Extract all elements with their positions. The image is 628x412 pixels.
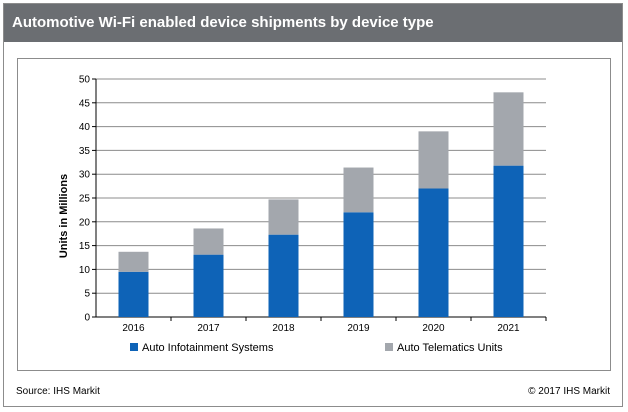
- axis-labels: Units in Millions 0 5 10 15 20 25 30 35 40 45 50 20…: [58, 75, 520, 335]
- y-tick-label: 5: [84, 289, 90, 300]
- copyright-note: © 2017 IHS Markit: [528, 386, 610, 397]
- y-tick-label: 20: [79, 217, 91, 228]
- y-axis-label: Units in Millions: [58, 174, 70, 258]
- bar-telematics-2017: [193, 228, 224, 255]
- y-tick-label: 40: [79, 122, 91, 133]
- y-tick-label: 30: [79, 170, 91, 181]
- chart-frame: Automotive Wi-Fi enabled device shipment…: [3, 3, 623, 407]
- legend-swatch-infotainment: [130, 343, 138, 351]
- x-tick-label: 2020: [422, 323, 445, 334]
- stacked-bar-chart: Units in Millions 0 5 10 15 20 25 30 35 40 45 50 20…: [58, 75, 547, 354]
- chart-title-bar: Automotive Wi-Fi enabled device shipment…: [4, 4, 622, 42]
- x-tick-label: 2021: [497, 323, 520, 334]
- bar-infotainment-2021: [493, 165, 524, 317]
- legend-label-telematics: Auto Telematics Units: [397, 342, 503, 354]
- bar-infotainment-2018: [268, 234, 299, 317]
- x-tick-label: 2018: [272, 323, 295, 334]
- bar-infotainment-2017: [193, 254, 224, 317]
- y-tick-label: 35: [79, 146, 91, 157]
- y-tick-label: 50: [79, 75, 91, 86]
- gridlines: [96, 78, 546, 318]
- bars: [118, 92, 524, 317]
- y-tick-label: 0: [84, 313, 90, 324]
- bar-infotainment-2016: [118, 271, 149, 317]
- x-tick-label: 2017: [197, 323, 220, 334]
- bar-infotainment-2019: [343, 212, 374, 317]
- x-tick-label: 2016: [122, 323, 145, 334]
- y-tick-label: 45: [79, 98, 91, 109]
- bar-telematics-2020: [418, 131, 449, 189]
- legend-label-infotainment: Auto Infotainment Systems: [142, 342, 274, 354]
- y-tick-label: 25: [79, 194, 91, 205]
- source-note: Source: IHS Markit: [16, 386, 100, 397]
- x-tick-label: 2019: [347, 323, 370, 334]
- bar-telematics-2019: [343, 167, 374, 213]
- legend: Auto Infotainment Systems Auto Telematic…: [130, 342, 503, 354]
- bar-telematics-2016: [118, 251, 149, 272]
- bar-telematics-2018: [268, 199, 299, 235]
- bar-telematics-2021: [493, 92, 524, 166]
- y-tick-label: 15: [79, 241, 91, 252]
- legend-swatch-telematics: [385, 343, 393, 351]
- axes: [92, 78, 547, 321]
- bar-infotainment-2020: [418, 188, 449, 317]
- y-tick-label: 10: [79, 265, 91, 276]
